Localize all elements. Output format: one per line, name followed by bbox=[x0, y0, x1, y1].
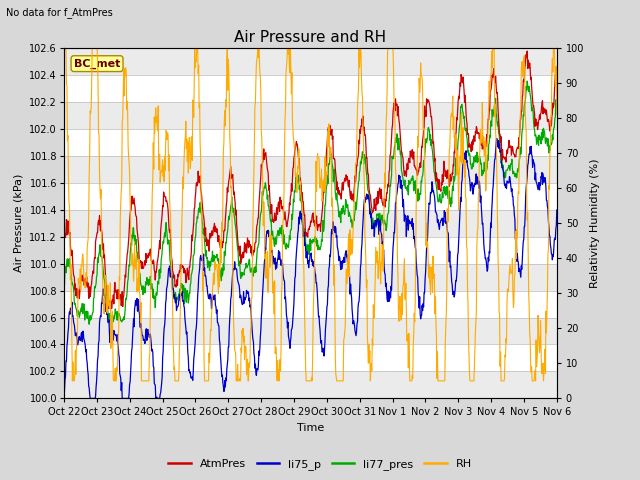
Bar bbox=[64, 75, 557, 102]
Title: Air Pressure and RH: Air Pressure and RH bbox=[234, 30, 387, 46]
Bar bbox=[64, 372, 557, 398]
X-axis label: Time: Time bbox=[297, 423, 324, 433]
Bar bbox=[64, 345, 557, 372]
Bar bbox=[64, 264, 557, 290]
Bar bbox=[64, 156, 557, 183]
Y-axis label: Relativity Humidity (%): Relativity Humidity (%) bbox=[589, 158, 600, 288]
Bar bbox=[64, 210, 557, 237]
Text: No data for f_AtmPres: No data for f_AtmPres bbox=[6, 7, 113, 18]
Bar bbox=[64, 48, 557, 75]
Y-axis label: Air Pressure (kPa): Air Pressure (kPa) bbox=[13, 174, 24, 272]
Bar bbox=[64, 318, 557, 345]
Text: BC_met: BC_met bbox=[74, 59, 120, 69]
Bar bbox=[64, 129, 557, 156]
Bar bbox=[64, 290, 557, 318]
Bar bbox=[64, 237, 557, 264]
Bar bbox=[64, 102, 557, 129]
Legend: AtmPres, li75_p, li77_pres, RH: AtmPres, li75_p, li77_pres, RH bbox=[164, 455, 476, 474]
Bar bbox=[64, 183, 557, 210]
